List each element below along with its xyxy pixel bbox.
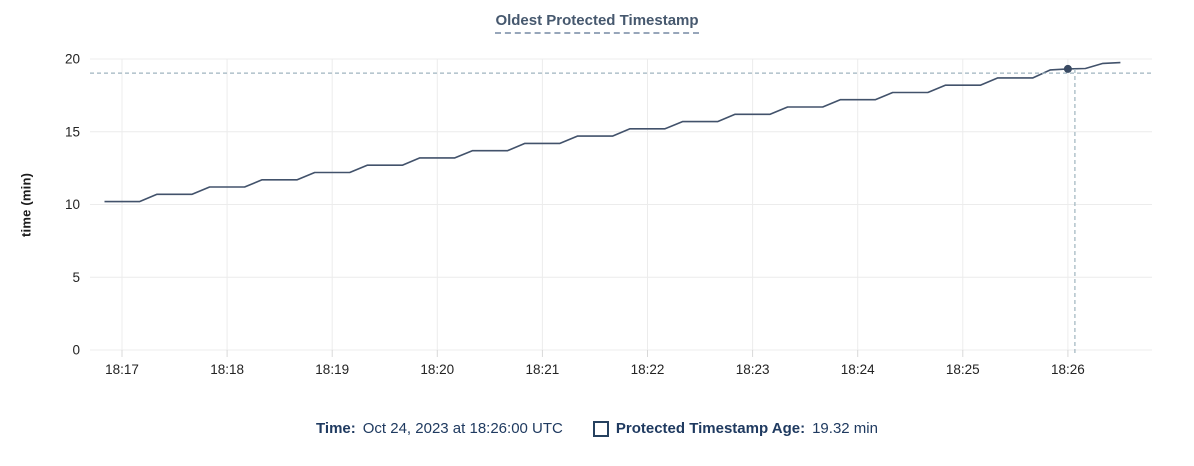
legend-time-value: Oct 24, 2023 at 18:26:00 UTC — [362, 420, 563, 437]
chart-title: Oldest Protected Timestamp — [0, 12, 1194, 34]
x-tick-label: 18:21 — [526, 362, 560, 377]
series-line — [104, 61, 1121, 203]
y-tick-label: 5 — [72, 270, 80, 285]
y-tick-label: 15 — [65, 124, 80, 139]
x-tick-label: 18:19 — [315, 362, 349, 377]
chart-title-text[interactable]: Oldest Protected Timestamp — [495, 12, 699, 34]
x-tick-label: 18:26 — [1051, 362, 1085, 377]
line-chart[interactable]: 0 5 10 15 20 18:17 18:18 18:19 18:20 18:21 18:22 18… — [0, 0, 1194, 400]
hover-point — [1063, 64, 1072, 73]
x-tick-label: 18:25 — [946, 362, 980, 377]
y-tick-label: 10 — [65, 197, 80, 212]
legend-series-label[interactable]: Protected Timestamp Age: — [615, 420, 806, 437]
legend-series-value: 19.32 min — [812, 420, 878, 437]
legend-time-label: Time: — [316, 420, 356, 437]
chart-legend: Time: Oct 24, 2023 at 18:26:00 UTC Prote… — [0, 420, 1194, 437]
x-tick-label: 18:17 — [105, 362, 139, 377]
x-tick-label: 18:23 — [736, 362, 770, 377]
x-tick-label: 18:18 — [210, 362, 244, 377]
y-tick-label: 0 — [72, 343, 80, 358]
x-tick-label: 18:20 — [420, 362, 454, 377]
x-tick-label: 18:22 — [631, 362, 665, 377]
x-tick-label: 18:24 — [841, 362, 875, 377]
y-tick-label: 20 — [65, 52, 80, 67]
series-toggle-swatch[interactable] — [592, 420, 609, 437]
